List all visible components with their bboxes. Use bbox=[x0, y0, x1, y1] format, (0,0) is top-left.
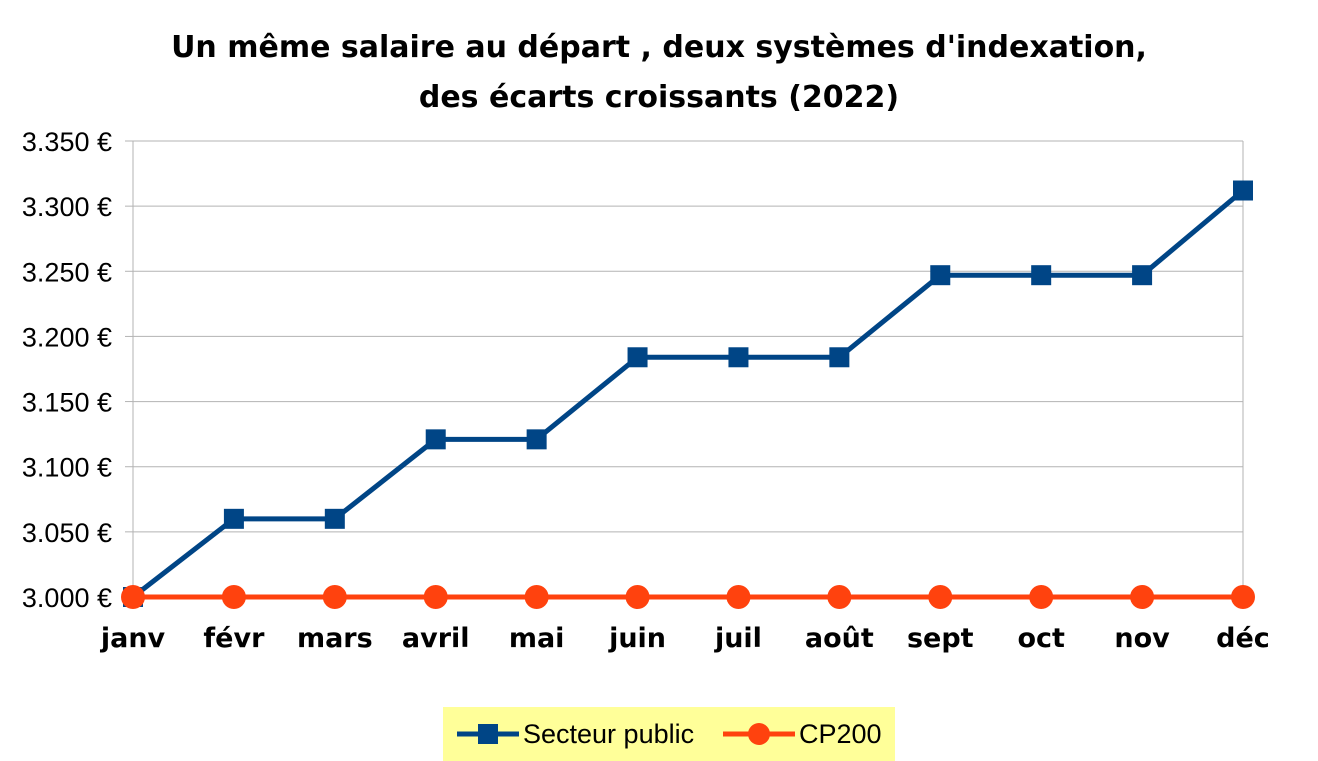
x-tick-label: déc bbox=[1216, 623, 1270, 654]
data-point-square bbox=[728, 347, 749, 368]
x-tick-label: août bbox=[805, 623, 874, 654]
data-point-circle bbox=[625, 585, 650, 609]
x-tick-label: juin bbox=[608, 623, 666, 654]
data-point-circle bbox=[827, 585, 852, 609]
data-point-square bbox=[223, 508, 244, 529]
data-point-square bbox=[526, 429, 547, 450]
y-tick-label: 3.200 € bbox=[22, 322, 112, 352]
data-point-circle bbox=[524, 585, 549, 609]
legend-marker-square-icon bbox=[457, 724, 519, 744]
x-tick-label: nov bbox=[1114, 623, 1170, 654]
x-tick-label: oct bbox=[1017, 623, 1065, 654]
data-point-circle bbox=[423, 585, 448, 609]
legend-square-marker bbox=[478, 724, 498, 744]
x-tick-label: févr bbox=[203, 623, 265, 654]
legend-item-series-2: CP200 bbox=[719, 707, 882, 761]
data-point-square bbox=[1031, 265, 1052, 286]
legend-circle-marker bbox=[748, 723, 770, 745]
x-tick-label: janv bbox=[100, 623, 166, 654]
data-point-square bbox=[829, 347, 850, 368]
x-tick-label: mars bbox=[297, 623, 373, 654]
x-tick-label: sept bbox=[907, 623, 974, 654]
data-point-circle bbox=[1029, 585, 1054, 609]
legend-item-series-1: Secteur public bbox=[453, 707, 694, 761]
legend-label-series-2: CP200 bbox=[799, 718, 882, 749]
data-point-square bbox=[930, 265, 951, 286]
data-point-circle bbox=[1231, 585, 1255, 609]
data-point-circle bbox=[1130, 585, 1155, 609]
chart-legend: Secteur public CP200 bbox=[443, 707, 895, 761]
y-tick-label: 3.000 € bbox=[22, 583, 112, 613]
y-tick-label: 3.150 € bbox=[22, 388, 112, 418]
data-point-square bbox=[627, 347, 648, 368]
data-point-square bbox=[1132, 265, 1153, 286]
x-tick-label: juil bbox=[714, 623, 762, 654]
y-tick-label: 3.100 € bbox=[22, 453, 112, 483]
data-point-circle bbox=[928, 585, 953, 609]
data-point-circle bbox=[221, 585, 246, 609]
series-line-1 bbox=[131, 188, 1245, 599]
data-point-square bbox=[324, 508, 345, 529]
data-point-square bbox=[425, 429, 446, 450]
chart-title-line-2: des écarts croissants (2022) bbox=[418, 80, 900, 115]
y-tick-label: 3.050 € bbox=[22, 518, 112, 548]
data-point-square bbox=[1233, 180, 1253, 201]
data-point-circle bbox=[726, 585, 751, 609]
legend-label-series-1: Secteur public bbox=[523, 718, 695, 749]
x-tick-label: mai bbox=[509, 623, 565, 654]
y-tick-label: 3.350 € bbox=[22, 127, 112, 157]
y-tick-label: 3.250 € bbox=[22, 257, 112, 287]
y-tick-label: 3.300 € bbox=[22, 192, 112, 222]
data-point-circle bbox=[121, 585, 145, 609]
x-tick-label: avril bbox=[402, 623, 470, 654]
chart-title-line-1: Un même salaire au départ , deux système… bbox=[171, 30, 1147, 65]
data-point-circle bbox=[322, 585, 347, 609]
legend-marker-circle-icon bbox=[723, 723, 795, 745]
